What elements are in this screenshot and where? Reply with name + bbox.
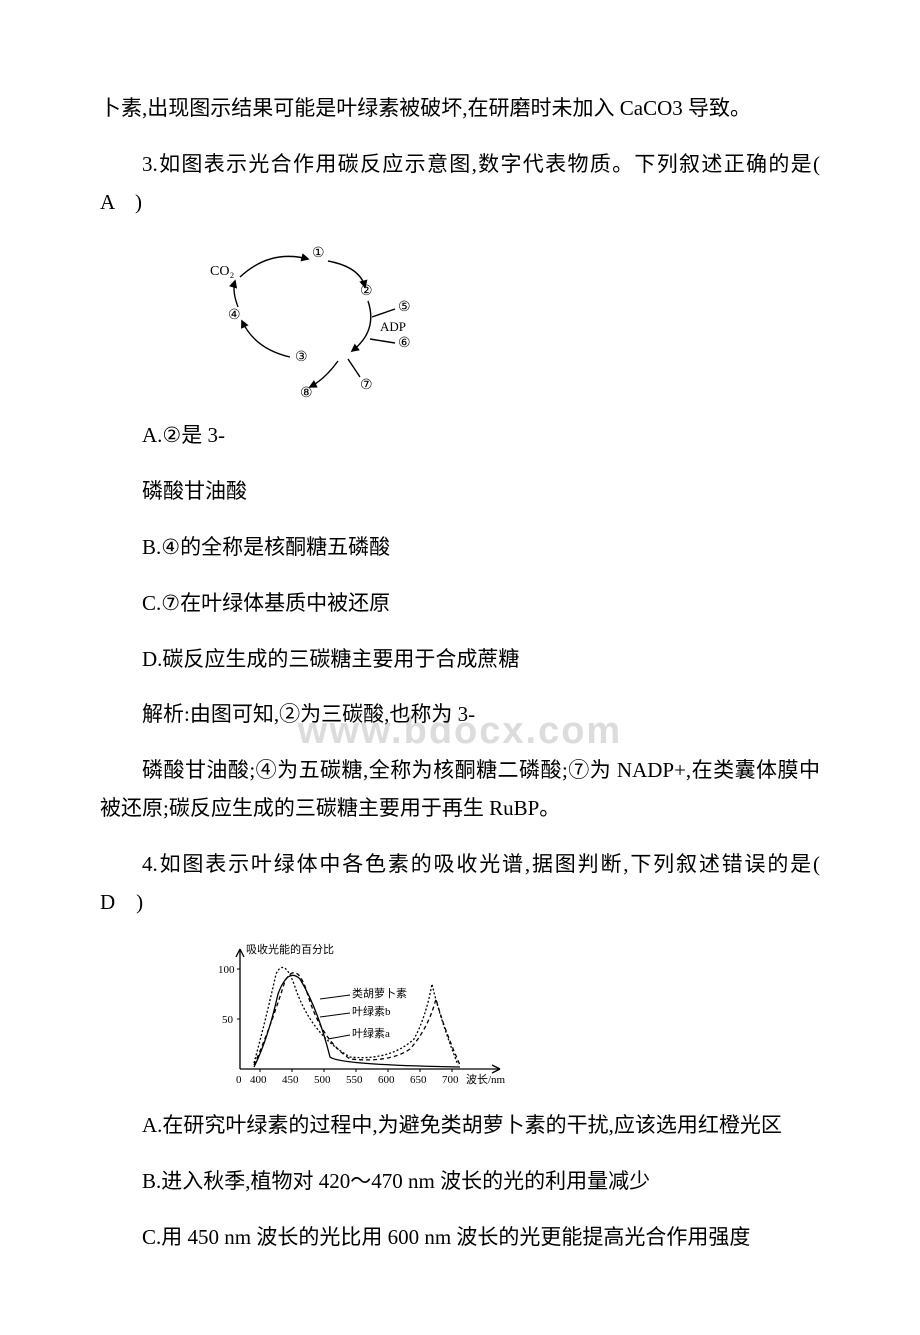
q3-optB: B.④的全称是核酮糖五磷酸: [100, 529, 820, 567]
ytick-50: 50: [222, 1014, 234, 1026]
legend-carotenoid: 类胡萝卜素: [352, 986, 407, 1000]
xtick-600: 600: [378, 1074, 395, 1086]
legend-chla: 叶绿素a: [352, 1026, 390, 1040]
node-3: ③: [295, 350, 308, 365]
xtick-550: 550: [346, 1074, 363, 1086]
xtick-650: 650: [410, 1074, 427, 1086]
q3-optA: A.②是 3-: [100, 417, 820, 455]
xtick-450: 450: [282, 1074, 299, 1086]
q3-figure: CO₂ ① ② ③ ④ ⑤ ADP ⑥ ⑦ ⑧: [200, 239, 820, 399]
document-content: 卜素,出现图示结果可能是叶绿素被破坏,在研磨时未加入 CaCO3 导致。 3.如…: [100, 90, 820, 1257]
q4-optB: B.进入秋季,植物对 420～470 nm 波长的光的利用量减少: [100, 1163, 820, 1201]
q3-stem: 3.如图表示光合作用碳反应示意图,数字代表物质。下列叙述正确的是( A ): [100, 146, 820, 222]
legend-chlb: 叶绿素b: [352, 1004, 391, 1018]
chart-ylabel: 吸收光能的百分比: [246, 942, 334, 956]
intro-fragment: 卜素,出现图示结果可能是叶绿素被破坏,在研磨时未加入 CaCO3 导致。: [100, 90, 820, 128]
xtick-700: 700: [442, 1074, 459, 1086]
q4-optA: A.在研究叶绿素的过程中,为避免类胡萝卜素的干扰,应该选用红橙光区: [100, 1107, 820, 1145]
xtick-400: 400: [250, 1074, 267, 1086]
q4-stem: 4.如图表示叶绿体中各色素的吸收光谱,据图判断,下列叙述错误的是( D ): [100, 846, 820, 922]
node-co2: CO₂: [210, 264, 234, 279]
xtick-500: 500: [314, 1074, 331, 1086]
node-2: ②: [360, 284, 373, 299]
xtick-0: 0: [236, 1074, 242, 1086]
q3-optA2: 磷酸甘油酸: [100, 473, 820, 511]
node-6: ⑥: [398, 336, 411, 351]
node-adp: ADP: [380, 319, 406, 334]
chart-xlabel: 波长/nm: [466, 1073, 506, 1086]
node-4: ④: [228, 308, 241, 323]
ytick-100: 100: [218, 964, 235, 976]
q3-optD: D.碳反应生成的三碳糖主要用于合成蔗糖: [100, 641, 820, 679]
node-8: ⑧: [300, 386, 313, 399]
q3-analysis1: 解析:由图可知,②为三碳酸,也称为 3-: [100, 696, 820, 734]
q3-analysis2: 磷酸甘油酸;④为五碳糖,全称为核酮糖二磷酸;⑦为 NADP+,在类囊体膜中被还原…: [100, 752, 820, 828]
q3-optC: C.⑦在叶绿体基质中被还原: [100, 585, 820, 623]
q4-optC: C.用 450 nm 波长的光比用 600 nm 波长的光更能提高光合作用强度: [100, 1219, 820, 1257]
node-1: ①: [312, 246, 325, 261]
q4-figure: 吸收光能的百分比 100 50 0 400 450 500 550 600 65…: [200, 939, 820, 1089]
node-7: ⑦: [360, 378, 373, 393]
node-5: ⑤: [398, 300, 411, 315]
